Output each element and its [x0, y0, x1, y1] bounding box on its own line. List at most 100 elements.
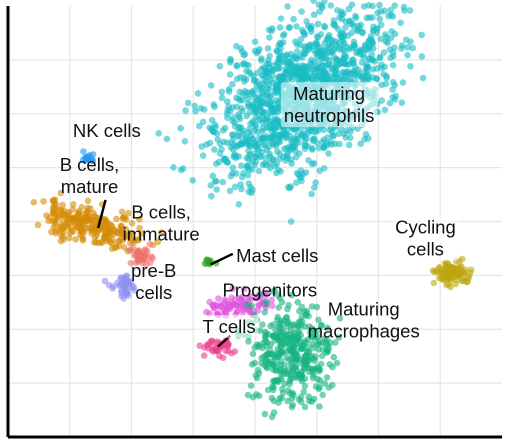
data-point	[198, 143, 205, 150]
data-point	[327, 2, 335, 9]
data-point	[114, 229, 121, 236]
data-point	[105, 228, 113, 235]
data-point	[197, 105, 205, 112]
data-point	[389, 61, 397, 69]
data-point	[249, 350, 257, 358]
data-point	[245, 61, 252, 69]
data-point	[378, 64, 385, 72]
data-point	[271, 116, 278, 123]
data-point	[440, 276, 448, 284]
data-point	[316, 338, 324, 345]
data-point	[259, 141, 267, 149]
data-point	[210, 101, 217, 108]
data-point	[387, 34, 395, 42]
data-point	[404, 44, 412, 51]
data-point	[74, 213, 81, 220]
series-t-cells	[196, 336, 239, 362]
data-point	[297, 52, 304, 60]
data-point	[182, 107, 189, 114]
data-point	[269, 361, 277, 368]
data-point	[340, 75, 348, 83]
data-point	[270, 67, 277, 74]
data-point	[230, 135, 237, 143]
data-point	[273, 160, 281, 168]
series-maturing-macrophages	[234, 287, 344, 421]
data-point	[268, 133, 276, 141]
data-point	[321, 335, 329, 343]
data-point	[277, 342, 285, 350]
data-point	[330, 353, 338, 361]
data-point	[69, 217, 77, 225]
data-point	[288, 58, 295, 65]
data-point	[336, 57, 343, 65]
data-point	[307, 41, 315, 48]
data-point	[357, 140, 364, 148]
data-point	[225, 88, 233, 95]
data-point	[87, 215, 94, 223]
data-point	[246, 142, 254, 149]
data-point	[155, 130, 162, 137]
data-point	[181, 138, 189, 145]
data-point	[254, 366, 262, 374]
data-point	[77, 222, 85, 230]
data-point	[30, 199, 38, 206]
data-point	[332, 22, 339, 30]
series-cycling-cells	[429, 255, 475, 291]
data-point	[398, 99, 406, 106]
label-line: cells	[135, 282, 172, 303]
data-point	[274, 148, 281, 155]
data-point	[248, 302, 256, 310]
plot-axes	[6, 6, 502, 439]
data-point	[288, 395, 296, 402]
series-b-cells-mature	[30, 189, 165, 261]
data-point	[263, 350, 271, 358]
data-point	[316, 8, 324, 15]
data-point	[196, 122, 203, 130]
data-point	[270, 321, 277, 328]
data-point	[259, 321, 266, 328]
data-point	[308, 65, 315, 73]
leader-line-mast-cells	[210, 252, 234, 266]
data-point	[300, 388, 308, 396]
data-point	[325, 150, 332, 157]
label-line: B cells,	[131, 202, 191, 223]
data-point	[373, 65, 381, 72]
data-point	[233, 42, 240, 50]
label-nk-cells: NK cells	[73, 120, 141, 141]
data-point	[102, 216, 109, 223]
data-point	[298, 131, 305, 138]
data-point	[321, 76, 329, 84]
data-point	[128, 220, 136, 227]
data-point	[377, 35, 385, 43]
data-point	[266, 34, 273, 41]
data-point	[284, 3, 291, 10]
data-point	[154, 238, 162, 246]
data-point	[305, 157, 312, 164]
data-point	[258, 72, 266, 79]
data-point	[224, 107, 231, 114]
data-point	[283, 354, 291, 362]
data-point	[235, 153, 243, 160]
data-point	[365, 2, 373, 9]
data-point	[244, 171, 252, 179]
data-point	[308, 303, 316, 310]
data-point	[68, 227, 75, 235]
data-point	[245, 147, 252, 155]
data-point	[380, 71, 387, 78]
data-point	[310, 395, 318, 403]
data-point	[341, 59, 348, 66]
data-point	[301, 43, 308, 50]
data-point	[280, 153, 287, 161]
data-point	[378, 81, 386, 89]
data-point	[352, 44, 359, 52]
data-point	[207, 182, 215, 189]
data-point	[135, 258, 142, 266]
data-point	[305, 323, 313, 330]
data-point	[437, 268, 445, 276]
data-point	[297, 332, 305, 339]
data-point	[290, 364, 298, 372]
data-point	[146, 240, 154, 248]
data-point	[226, 187, 234, 195]
label-line: pre-B	[131, 260, 176, 281]
